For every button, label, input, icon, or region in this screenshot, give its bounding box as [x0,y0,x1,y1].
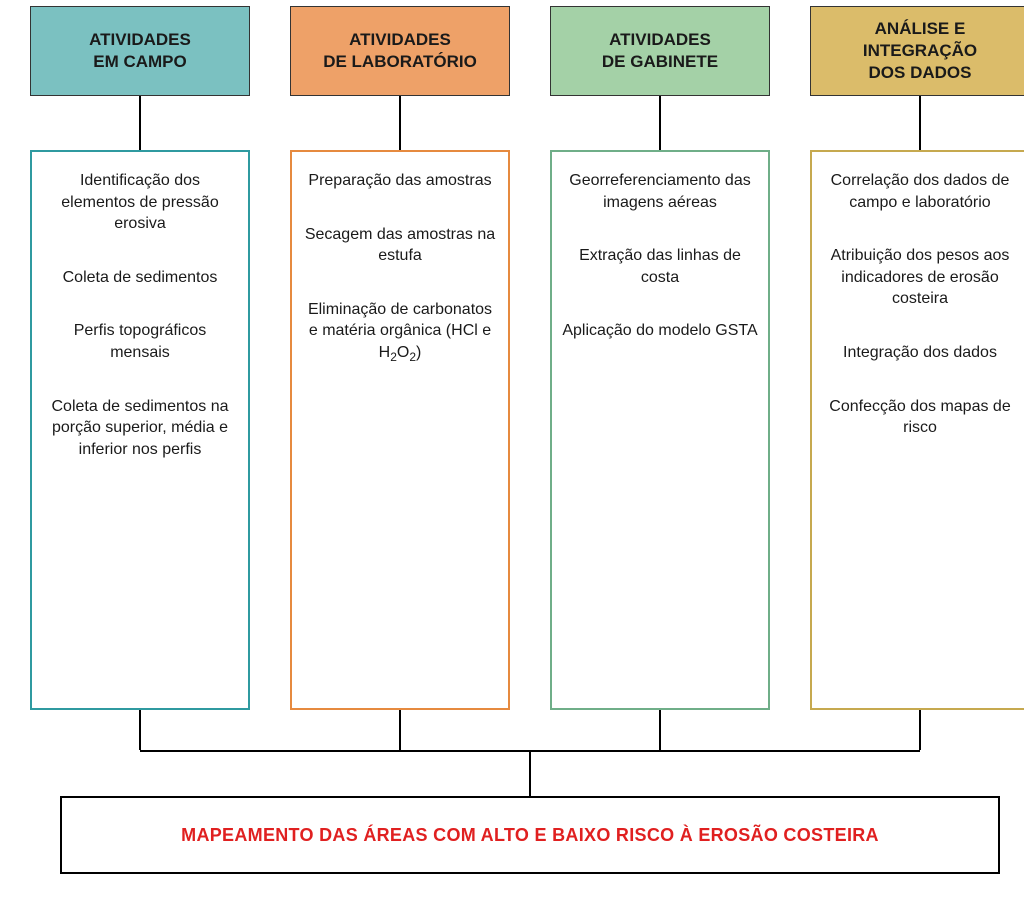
body-item: Preparação das amostras [302,170,498,192]
body-item: Atribuição dos pesos aos indicadores de … [822,245,1018,310]
column-header: ATIVIDADESDE GABINETE [550,6,770,96]
body-item: Confecção dos mapas de risco [822,396,1018,439]
body-item: Extração das linhas de costa [562,245,758,288]
connector-body-merge [399,710,401,750]
column-body: Identificação dos elementos de pressão e… [30,150,250,710]
body-item: Georreferenciamento das imagens aéreas [562,170,758,213]
column-header: ATIVIDADESDE LABORATÓRIO [290,6,510,96]
body-item: Eliminação de carbonatos e matéria orgân… [302,299,498,366]
column-header: ATIVIDADESEM CAMPO [30,6,250,96]
body-item: Correlação dos dados de campo e laborató… [822,170,1018,213]
final-result-box: MAPEAMENTO DAS ÁREAS COM ALTO E BAIXO RI… [60,796,1000,874]
flowchart-container: ATIVIDADESEM CAMPO Identificação dos elem… [0,0,1024,919]
column-body: Correlação dos dados de campo e laborató… [810,150,1024,710]
connector-header-body [399,96,401,150]
connector-header-body [659,96,661,150]
body-item: Coleta de sedimentos na porção superior,… [42,396,238,461]
column-header: ANÁLISE EINTEGRAÇÃODOS DADOS [810,6,1024,96]
merge-down-stem [529,750,531,796]
body-item: Integração dos dados [822,342,1018,364]
column-body: Georreferenciamento das imagens aéreas Ex… [550,150,770,710]
column-body: Preparação das amostras Secagem das amost… [290,150,510,710]
body-item: Coleta de sedimentos [42,267,238,289]
connector-header-body [139,96,141,150]
connector-body-merge [659,710,661,750]
connector-body-merge [919,710,921,750]
body-item: Identificação dos elementos de pressão e… [42,170,238,235]
connector-header-body [919,96,921,150]
connector-body-merge [139,710,141,750]
body-item: Aplicação do modelo GSTA [562,320,758,342]
body-item: Secagem das amostras na estufa [302,224,498,267]
body-item: Perfis topográficos mensais [42,320,238,363]
